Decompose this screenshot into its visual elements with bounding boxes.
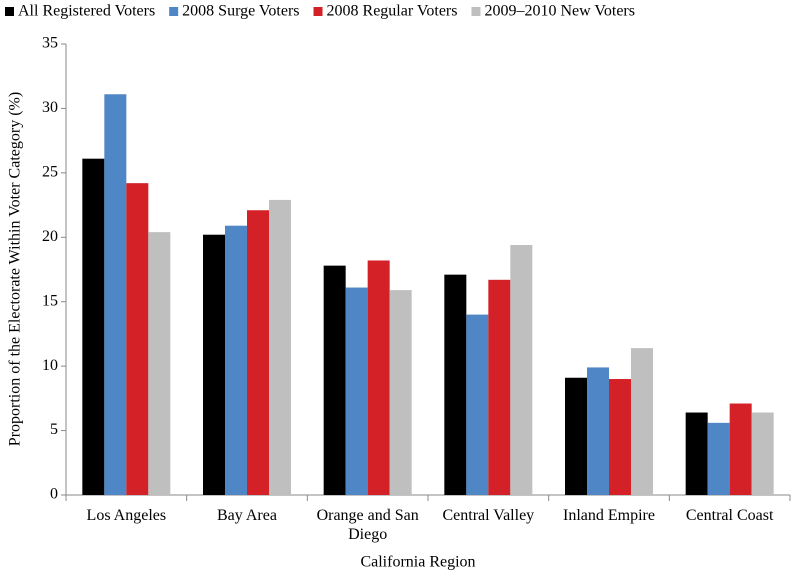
y-tick-label: 35 xyxy=(42,35,58,52)
y-tick-label: 5 xyxy=(50,421,58,438)
x-tick-label: Orange and San Diego xyxy=(316,507,419,543)
bar xyxy=(345,287,368,495)
bar xyxy=(148,232,171,496)
y-tick-label: 15 xyxy=(42,292,58,309)
y-tick-label: 30 xyxy=(42,99,58,116)
bar xyxy=(367,260,390,495)
legend-label: 2008 Surge Voters xyxy=(182,3,299,20)
bar xyxy=(444,274,467,495)
bar xyxy=(751,412,774,495)
x-tick-label: Central Valley xyxy=(442,507,535,524)
bar xyxy=(82,158,105,495)
bar xyxy=(707,422,730,495)
x-tick-label: Inland Empire xyxy=(563,507,655,524)
bar xyxy=(247,210,269,495)
legend-label: 2009–2010 New Voters xyxy=(484,3,635,20)
legend-label: 2008 Regular Voters xyxy=(327,3,458,20)
bar xyxy=(729,403,752,495)
bar xyxy=(323,265,346,495)
x-tick-label: Bay Area xyxy=(216,507,277,524)
bar xyxy=(609,379,631,495)
x-tick-label: Central Coast xyxy=(685,507,774,524)
bar xyxy=(126,183,149,495)
y-tick-label: 25 xyxy=(42,164,58,181)
legend-swatch xyxy=(313,7,323,16)
bar xyxy=(466,314,489,495)
bar xyxy=(104,94,127,496)
bar xyxy=(587,367,609,495)
bar xyxy=(203,234,225,496)
bar xyxy=(631,348,653,495)
legend-swatch xyxy=(5,7,14,16)
x-axis-title: California Region xyxy=(360,554,475,571)
bar xyxy=(225,225,247,495)
y-tick-label: 10 xyxy=(42,357,58,374)
x-tick-label: Los Angeles xyxy=(86,507,167,524)
y-axis-title: Proportion of the Electorate Within Vote… xyxy=(7,92,24,446)
bar xyxy=(685,412,708,495)
legend-swatch xyxy=(169,7,179,16)
bar xyxy=(488,279,511,495)
legend-swatch xyxy=(471,7,481,16)
bar xyxy=(389,290,412,495)
bar xyxy=(269,199,291,495)
bar xyxy=(510,245,533,495)
y-tick-label: 0 xyxy=(50,486,58,503)
y-tick-label: 20 xyxy=(42,228,58,245)
bar xyxy=(565,377,587,495)
legend-label: All Registered Voters xyxy=(18,3,155,20)
